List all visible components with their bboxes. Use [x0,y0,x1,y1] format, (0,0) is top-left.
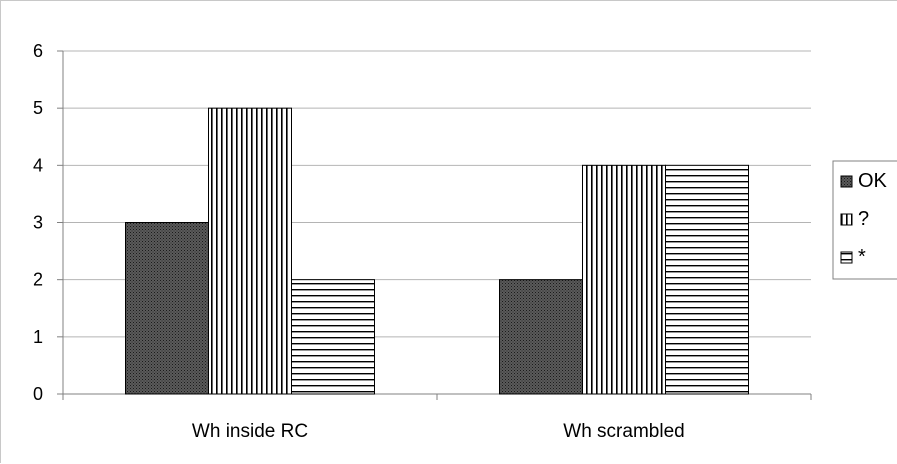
legend-swatch-star [840,251,853,264]
legend-swatch-question [840,213,853,226]
bar-star-0 [291,279,375,395]
y-tick-label-6: 6 [33,41,43,61]
y-tick-label-1: 1 [33,327,43,347]
x-category-label-0: Wh inside RC [192,421,308,442]
y-tick-label-4: 4 [33,155,43,175]
axis-labels: 0 1 2 3 4 5 6 Wh inside RC Wh scrambled [33,41,685,442]
bar-ok-1 [499,279,583,395]
bar-question-0 [208,107,292,395]
bar-question-1 [582,164,666,395]
legend: OK? * [832,160,897,280]
y-tick-label-3: 3 [33,213,43,233]
legend-label-question: ? [858,208,869,230]
y-tick-label-5: 5 [33,98,43,118]
legend-swatch-ok [840,175,853,188]
legend-label-star: * [858,246,866,268]
bar-ok-0 [125,222,209,395]
x-category-label-1: Wh scrambled [563,421,684,442]
bar-star-1 [665,164,749,395]
y-tick-label-0: 0 [33,384,43,404]
y-tick-label-2: 2 [33,270,43,290]
bars [125,107,749,395]
legend-label-ok: OK [858,170,888,192]
